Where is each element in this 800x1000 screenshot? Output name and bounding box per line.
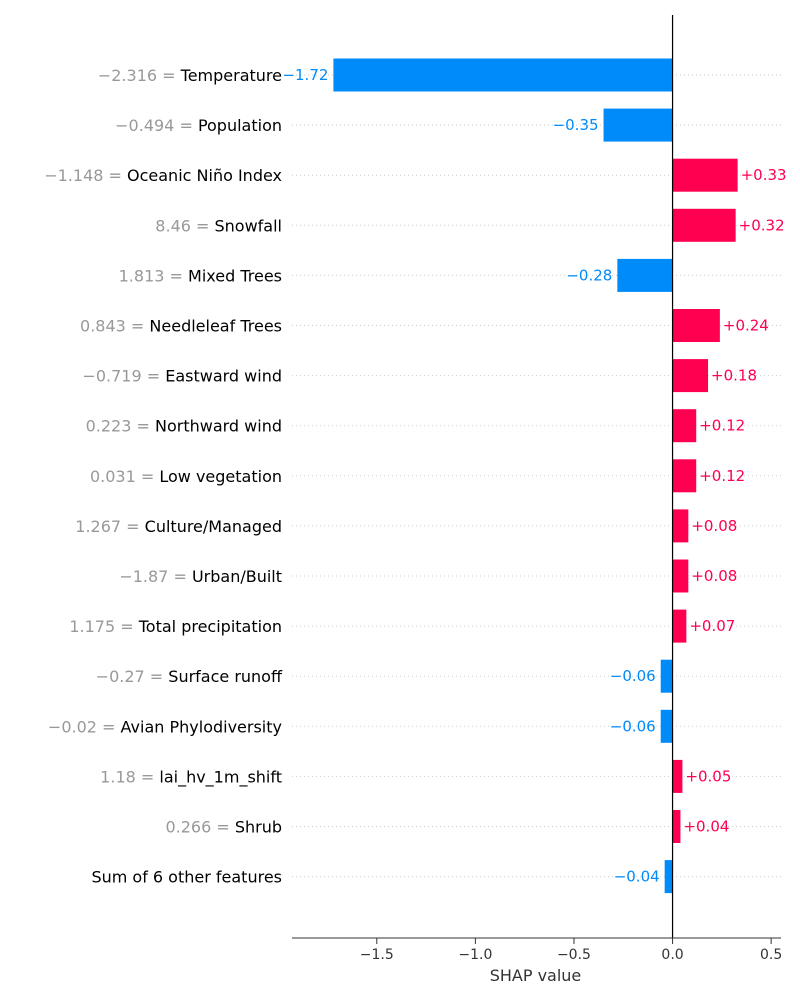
feature-value: 8.46 = xyxy=(155,216,214,235)
feature-label: 0.223 = Northward wind xyxy=(86,417,282,436)
feature-label: −0.719 = Eastward wind xyxy=(82,367,282,386)
feature-name: Low vegetation xyxy=(159,467,282,486)
value-label: −0.06 xyxy=(610,717,656,735)
feature-name: Surface runoff xyxy=(168,667,283,686)
bar xyxy=(672,208,736,242)
feature-value: 0.031 = xyxy=(90,467,159,486)
x-axis-label: SHAP value xyxy=(490,966,582,985)
row-gridlines xyxy=(292,74,781,878)
value-label: +0.05 xyxy=(685,767,731,785)
feature-name: Shrub xyxy=(235,818,282,837)
feature-name: Avian Phylodiversity xyxy=(121,717,282,736)
feature-name: Urban/Built xyxy=(192,567,282,586)
x-tick-label: −0.5 xyxy=(557,947,591,963)
feature-name: Temperature xyxy=(180,66,282,85)
feature-name: Culture/Managed xyxy=(145,517,282,536)
x-axis: −1.5 −1.0 −0.5 0.0 0.5 SHAP value xyxy=(292,937,782,985)
bar xyxy=(660,709,673,743)
feature-value: −2.316 = xyxy=(98,66,181,85)
bar xyxy=(672,759,683,793)
value-label: +0.12 xyxy=(699,417,745,435)
value-label: −0.28 xyxy=(566,266,612,284)
feature-label: 1.813 = Mixed Trees xyxy=(119,266,282,285)
bar xyxy=(617,258,673,292)
value-label: +0.18 xyxy=(711,367,757,385)
bar xyxy=(672,409,697,443)
feature-value: −0.02 = xyxy=(48,717,121,736)
feature-label: 0.843 = Needleleaf Trees xyxy=(80,317,282,336)
feature-label: −0.27 = Surface runoff xyxy=(96,667,283,686)
value-label: +0.07 xyxy=(689,617,735,635)
feature-label: Sum of 6 other features xyxy=(91,868,282,887)
feature-value: 0.266 = xyxy=(165,818,234,837)
x-tick-label: −1.0 xyxy=(458,947,492,963)
bar xyxy=(333,58,673,92)
bar xyxy=(672,158,738,192)
feature-value: −0.719 = xyxy=(82,367,165,386)
x-ticks: −1.5 −1.0 −0.5 0.0 0.5 xyxy=(360,938,782,963)
x-tick-label: 0.0 xyxy=(661,947,683,963)
feature-label: 8.46 = Snowfall xyxy=(155,216,282,235)
feature-value: −0.27 = xyxy=(96,667,169,686)
bar xyxy=(672,459,697,493)
feature-value: −0.494 = xyxy=(115,116,198,135)
feature-value: 1.267 = xyxy=(75,517,144,536)
bar xyxy=(672,559,689,593)
value-labels: −1.72 −0.35 +0.33 +0.32 −0.28 +0.24 +0.18 +0.12… xyxy=(282,66,786,886)
value-label: −0.04 xyxy=(614,868,660,886)
bar xyxy=(672,359,709,393)
value-label: +0.33 xyxy=(741,166,787,184)
feature-name: Population xyxy=(198,116,282,135)
value-label: +0.08 xyxy=(691,517,737,535)
feature-name: Mixed Trees xyxy=(188,266,282,285)
feature-name: Northward wind xyxy=(155,417,282,436)
bar xyxy=(603,108,673,142)
value-label: −0.06 xyxy=(610,667,656,685)
feature-name: Oceanic Niño Index xyxy=(127,166,282,185)
feature-value: −1.87 = xyxy=(119,567,192,586)
feature-name: Snowfall xyxy=(215,216,283,235)
feature-name: Needleleaf Trees xyxy=(149,317,282,336)
feature-name: lai_hv_1m_shift xyxy=(159,767,282,787)
feature-label: −0.02 = Avian Phylodiversity xyxy=(48,717,282,736)
feature-label: −1.87 = Urban/Built xyxy=(119,567,282,586)
bar xyxy=(672,509,689,543)
feature-name: Sum of 6 other features xyxy=(91,868,282,887)
bars xyxy=(333,58,738,894)
feature-value: −1.148 = xyxy=(44,166,127,185)
feature-value: 1.813 = xyxy=(119,266,188,285)
value-label: −1.72 xyxy=(282,66,328,84)
feature-value: 1.175 = xyxy=(69,617,138,636)
value-label: +0.12 xyxy=(699,467,745,485)
feature-name: Total precipitation xyxy=(138,617,282,636)
value-label: −0.35 xyxy=(553,116,599,134)
bar xyxy=(664,860,673,894)
feature-label: −1.148 = Oceanic Niño Index xyxy=(44,166,282,185)
value-label: +0.08 xyxy=(691,567,737,585)
bar xyxy=(672,810,681,843)
x-tick-label: 0.5 xyxy=(760,947,782,963)
bar xyxy=(660,659,673,693)
feature-label: 1.18 = lai_hv_1m_shift xyxy=(100,767,282,787)
feature-label: −2.316 = Temperature xyxy=(98,66,282,85)
feature-labels: −2.316 = Temperature−0.494 = Population−… xyxy=(44,66,283,887)
feature-label: 0.266 = Shrub xyxy=(165,818,282,837)
feature-label: 0.031 = Low vegetation xyxy=(90,467,282,486)
feature-value: 0.843 = xyxy=(80,317,149,336)
feature-label: −0.494 = Population xyxy=(115,116,282,135)
feature-value: 1.18 = xyxy=(100,767,159,786)
feature-name: Eastward wind xyxy=(165,367,282,386)
value-label: +0.32 xyxy=(739,216,785,234)
x-tick-label: −1.5 xyxy=(360,947,394,963)
bar xyxy=(672,309,720,342)
value-label: +0.04 xyxy=(683,818,729,836)
feature-label: 1.175 = Total precipitation xyxy=(69,617,282,636)
value-label: +0.24 xyxy=(723,317,769,335)
feature-label: 1.267 = Culture/Managed xyxy=(75,517,282,536)
bar xyxy=(672,609,687,643)
feature-value: 0.223 = xyxy=(86,417,155,436)
